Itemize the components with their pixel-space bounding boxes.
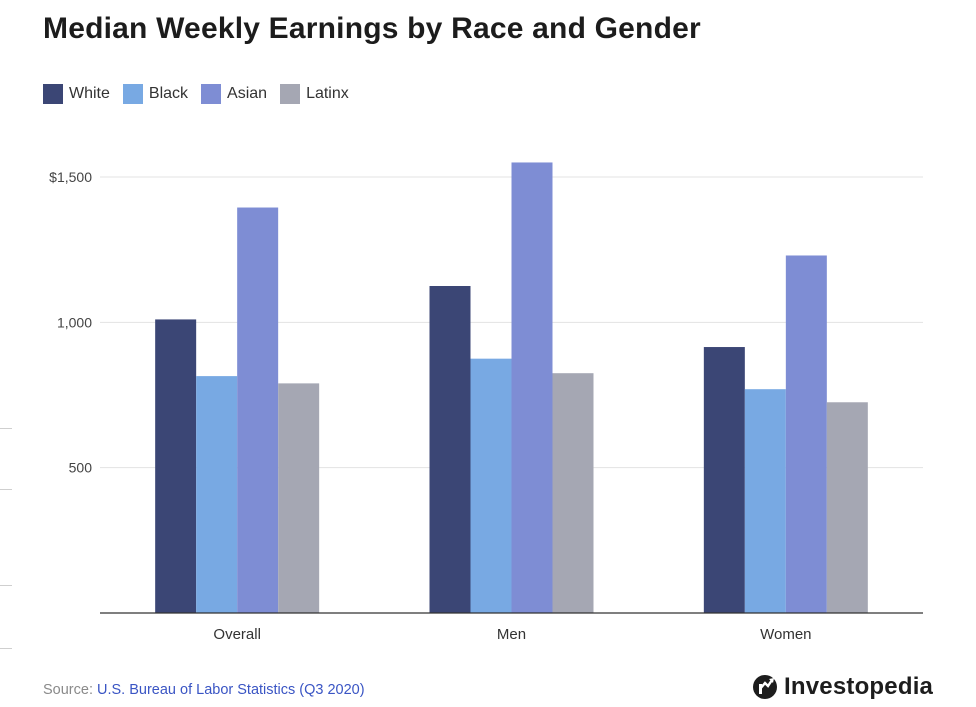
bar-white-women <box>703 347 745 613</box>
brand-logo: Investopedia <box>752 673 933 701</box>
legend-item-white: White <box>43 84 110 104</box>
legend-item-black: Black <box>122 84 189 104</box>
bar-white-overall <box>155 319 197 613</box>
legend-label-white: White <box>69 85 110 102</box>
source-prefix: Source: <box>43 682 97 698</box>
investopedia-icon <box>753 675 777 699</box>
bar-white-men <box>429 286 471 613</box>
legend-swatch-black <box>122 84 143 104</box>
legend-label-latinx: Latinx <box>306 85 349 102</box>
brand-name: Investopedia <box>784 673 934 700</box>
edge-tick-mark <box>0 648 12 649</box>
edge-tick-mark <box>0 585 12 586</box>
bar-asian-women <box>785 255 827 614</box>
source-note: Source: U.S. Bureau of Labor Statistics … <box>43 682 365 698</box>
x-tick-label: Women <box>760 626 811 643</box>
edge-tick-mark <box>0 428 12 429</box>
bar-latinx-women <box>826 402 868 613</box>
bar-black-women <box>744 389 786 613</box>
bar-latinx-men <box>552 373 594 613</box>
legend-item-asian: Asian <box>201 84 267 104</box>
chart-title: Median Weekly Earnings by Race and Gende… <box>43 12 701 45</box>
y-tick-label: 500 <box>69 460 93 476</box>
bar-asian-men <box>511 162 553 613</box>
edge-tick-mark <box>0 489 12 490</box>
legend-label-asian: Asian <box>227 85 268 102</box>
legend-label-black: Black <box>148 85 189 102</box>
bar-asian-overall <box>237 207 279 613</box>
legend-swatch-white <box>43 84 63 104</box>
y-tick-label: $1,500 <box>49 169 92 185</box>
bar-black-overall <box>196 376 238 613</box>
x-tick-label: Men <box>497 626 526 643</box>
x-tick-label: Overall <box>213 626 261 643</box>
bar-latinx-overall <box>278 383 320 613</box>
bar-black-men <box>470 358 512 613</box>
legend-swatch-asian <box>201 84 222 104</box>
y-tick-label: 1,000 <box>57 314 92 330</box>
legend-item-latinx: Latinx <box>280 84 349 104</box>
legend: White Black Asian Latinx <box>43 84 362 104</box>
source-link[interactable]: U.S. Bureau of Labor Statistics (Q3 2020… <box>97 682 365 698</box>
legend-swatch-latinx <box>280 84 301 104</box>
